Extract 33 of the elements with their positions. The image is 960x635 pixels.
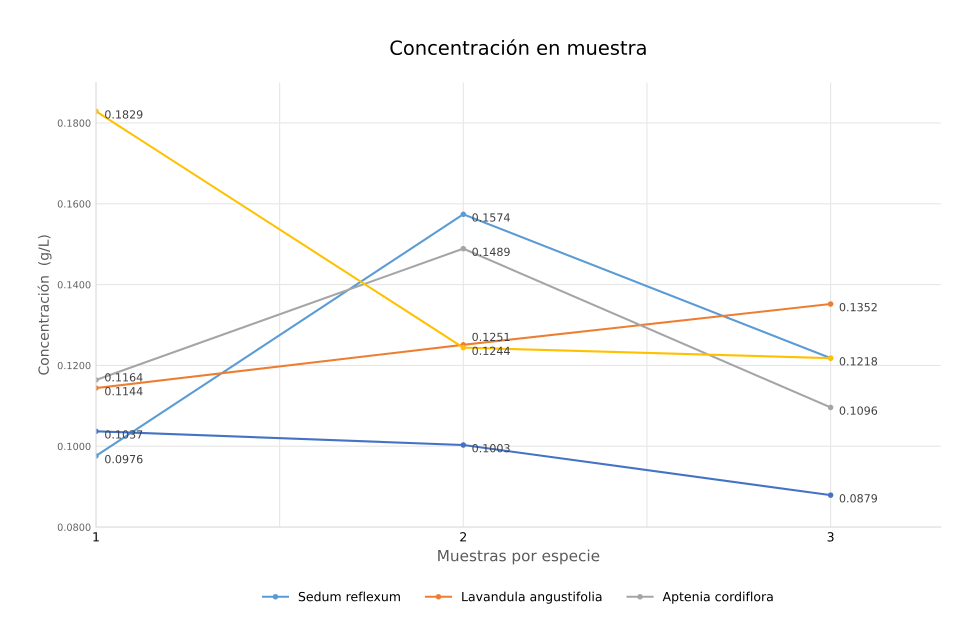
y-tick-label: 0.1600 (58, 200, 90, 208)
y-tick-label: 0.1800 (58, 119, 90, 127)
data-label: 0.1489 (472, 248, 510, 256)
data-label: 0.0879 (840, 494, 878, 503)
legend-label: Aptenia cordiflora (662, 592, 773, 604)
y-tick-label: 0.1200 (58, 362, 90, 370)
data-label: 0.1352 (840, 302, 877, 312)
data-label: 0.1829 (105, 110, 142, 119)
y-axis-title: Concentración (g/L) (38, 235, 52, 375)
legend-label: Sedum reflexum (298, 592, 400, 602)
data-label: 0.1574 (472, 213, 510, 222)
legend-label: Lavandula angustifolia (462, 592, 602, 604)
point (460, 246, 466, 252)
data-label: 0.1251 (472, 332, 510, 342)
data-label: 0.1218 (840, 357, 878, 366)
y-tick-label: 0.0800 (58, 524, 90, 531)
point (828, 301, 834, 307)
data-label: 0.1164 (105, 373, 143, 382)
point (460, 344, 466, 350)
x-tick-label: 3 (828, 532, 834, 542)
y-tick-label: 0.1000 (58, 442, 90, 450)
data-label: 0.0976 (105, 454, 143, 464)
point (460, 442, 466, 448)
data-label: 0.1144 (105, 387, 143, 396)
point (828, 492, 834, 498)
point (460, 212, 466, 218)
x-tick-label: 1 (93, 532, 99, 542)
chart-title: Concentración en muestra (390, 39, 646, 56)
x-tick-label: 2 (460, 532, 466, 542)
x-axis-title: Muestras por especie (438, 550, 600, 564)
data-label: 0.1096 (840, 406, 878, 415)
y-tick-label: 0.1400 (58, 281, 90, 288)
point (828, 404, 834, 410)
